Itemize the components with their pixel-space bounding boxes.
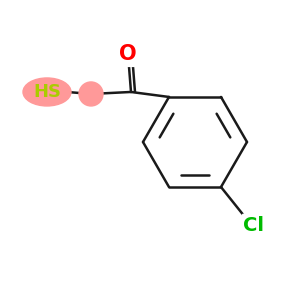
Text: O: O: [119, 44, 137, 64]
Ellipse shape: [23, 78, 71, 106]
Text: HS: HS: [33, 83, 61, 101]
Circle shape: [79, 82, 103, 106]
Text: Cl: Cl: [244, 215, 265, 235]
